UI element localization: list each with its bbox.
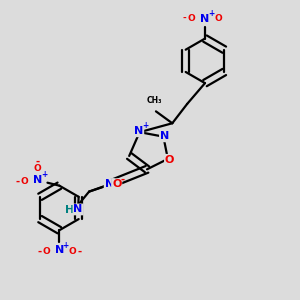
- Text: O: O: [42, 247, 50, 256]
- Text: N: N: [33, 175, 43, 185]
- Text: -: -: [15, 177, 19, 187]
- Text: H: H: [65, 205, 74, 215]
- Text: +: +: [208, 9, 215, 18]
- Text: -: -: [182, 14, 186, 22]
- Text: CH₃: CH₃: [147, 96, 163, 105]
- Text: O: O: [188, 14, 196, 22]
- Text: O: O: [34, 164, 41, 173]
- Text: O: O: [69, 247, 76, 256]
- Text: O: O: [214, 14, 222, 22]
- Text: N: N: [105, 179, 114, 189]
- Text: N: N: [160, 131, 169, 141]
- Text: +: +: [142, 121, 149, 130]
- Text: -: -: [77, 247, 82, 257]
- Text: -: -: [121, 175, 125, 185]
- Text: N: N: [200, 14, 210, 24]
- Text: N: N: [74, 204, 83, 214]
- Text: +: +: [62, 241, 69, 250]
- Text: O: O: [21, 177, 28, 186]
- Text: N: N: [134, 126, 143, 136]
- Text: -: -: [37, 247, 41, 257]
- Text: O: O: [165, 155, 174, 165]
- Text: N: N: [55, 245, 64, 256]
- Text: O: O: [112, 179, 122, 189]
- Text: -: -: [35, 157, 40, 167]
- Text: +: +: [41, 170, 47, 179]
